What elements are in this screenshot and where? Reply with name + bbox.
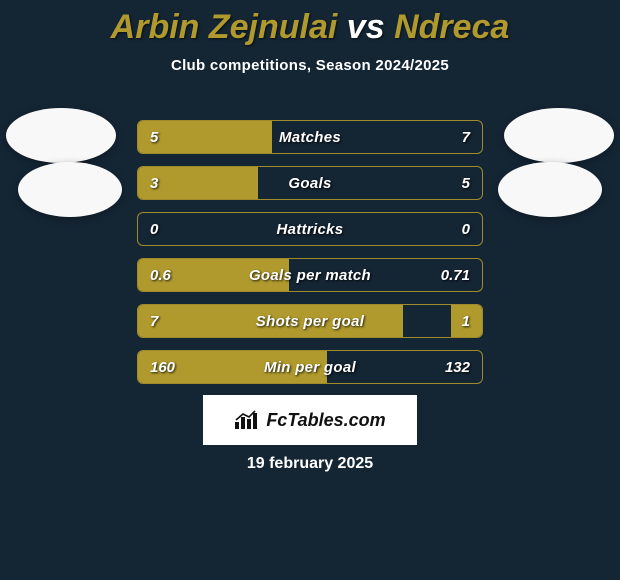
player2-photo: [504, 108, 614, 163]
subtitle: Club competitions, Season 2024/2025: [0, 57, 620, 74]
fctables-logo: FcTables.com: [203, 395, 417, 445]
title-row: Arbin Zejnulai vs Ndreca: [0, 0, 620, 47]
stat-bar: 00Hattricks: [137, 212, 483, 246]
date-text: 19 february 2025: [0, 455, 620, 473]
stat-label: Goals per match: [138, 259, 482, 291]
logo-text: FcTables.com: [266, 410, 385, 431]
stat-bar: 57Matches: [137, 120, 483, 154]
player1-photo: [6, 108, 116, 163]
stat-bar: 160132Min per goal: [137, 350, 483, 384]
player2-name: Ndreca: [394, 8, 509, 46]
chart-icon: [234, 410, 260, 430]
stat-bar: 71Shots per goal: [137, 304, 483, 338]
stat-bar: 0.60.71Goals per match: [137, 258, 483, 292]
stat-label: Matches: [138, 121, 482, 153]
player1-name: Arbin Zejnulai: [111, 8, 338, 46]
stat-label: Goals: [138, 167, 482, 199]
vs-text: vs: [337, 8, 394, 46]
player2-club-logo: [498, 162, 602, 217]
stats-container: 57Matches 35Goals 00Hattricks 0.60.71Goals …: [137, 120, 483, 396]
stat-bar: 35Goals: [137, 166, 483, 200]
stat-label: Min per goal: [138, 351, 482, 383]
stat-label: Hattricks: [138, 213, 482, 245]
player1-club-logo: [18, 162, 122, 217]
stat-label: Shots per goal: [138, 305, 482, 337]
